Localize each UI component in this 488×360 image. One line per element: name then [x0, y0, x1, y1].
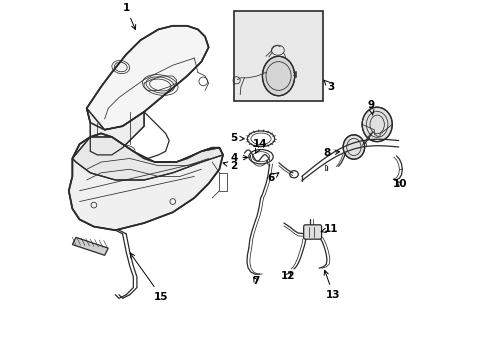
- Polygon shape: [86, 108, 144, 155]
- FancyBboxPatch shape: [233, 12, 323, 101]
- Text: 12: 12: [281, 271, 295, 281]
- Text: 1: 1: [122, 3, 135, 30]
- Text: 3: 3: [324, 80, 333, 92]
- Text: 5: 5: [230, 134, 244, 143]
- Polygon shape: [72, 137, 223, 180]
- Text: 9: 9: [366, 100, 373, 115]
- Text: 15: 15: [130, 253, 168, 302]
- Polygon shape: [69, 134, 223, 230]
- Ellipse shape: [262, 56, 294, 96]
- Text: 6: 6: [267, 173, 278, 183]
- Text: 8: 8: [323, 148, 339, 158]
- FancyBboxPatch shape: [303, 225, 321, 239]
- Text: 10: 10: [392, 179, 407, 189]
- Text: 11: 11: [321, 224, 338, 234]
- Text: 14: 14: [252, 139, 266, 153]
- Text: 2: 2: [223, 161, 237, 171]
- Ellipse shape: [362, 107, 391, 141]
- Text: 4: 4: [229, 153, 247, 163]
- Ellipse shape: [343, 135, 364, 159]
- Text: 7: 7: [252, 276, 259, 286]
- Polygon shape: [72, 237, 108, 255]
- Polygon shape: [86, 26, 208, 130]
- Text: 13: 13: [324, 270, 340, 300]
